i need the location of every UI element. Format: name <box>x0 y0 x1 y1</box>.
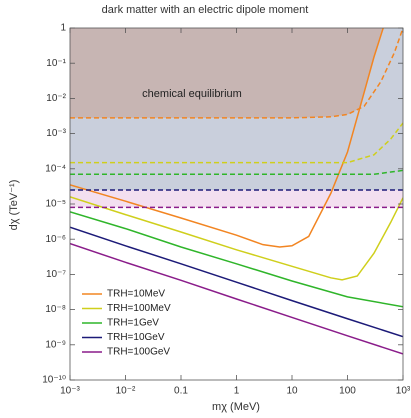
chart-title: dark matter with an electric dipole mome… <box>102 4 309 16</box>
legend-label: TRH=100GeV <box>107 347 170 358</box>
regions <box>70 28 403 208</box>
y-tick-label: 10⁻¹ <box>46 58 66 69</box>
x-tick-label: 10⁻³ <box>60 386 80 397</box>
y-axis-label: dχ (TeV⁻¹) <box>8 180 20 231</box>
y-tick-label: 10⁻⁷ <box>46 269 66 280</box>
region <box>70 189 403 208</box>
x-tick-label: 0.1 <box>174 386 188 397</box>
curve <box>70 242 403 355</box>
x-axis-label: mχ (MeV) <box>212 401 260 413</box>
x-tick-label: 10 <box>286 386 298 397</box>
annotation: chemical equilibrium <box>142 88 242 100</box>
y-tick-label: 10⁻¹⁰ <box>42 375 66 386</box>
x-tick-label: 10⁻² <box>116 386 136 397</box>
dashed-curve <box>70 28 403 119</box>
legend-label: TRH=10MeV <box>107 289 165 300</box>
y-tick-label: 1 <box>60 23 66 34</box>
region <box>70 28 384 118</box>
x-tick-label: 100 <box>339 386 356 397</box>
x-tick-label: 10³ <box>396 386 411 397</box>
curves <box>70 28 403 355</box>
curve <box>70 196 403 281</box>
y-tick-label: 10⁻⁶ <box>45 234 66 245</box>
y-tick-label: 10⁻⁵ <box>45 199 66 210</box>
curve <box>70 211 403 308</box>
legend-label: TRH=100MeV <box>107 303 171 314</box>
y-tick-label: 10⁻³ <box>46 128 66 139</box>
y-tick-label: 10⁻⁸ <box>45 304 66 315</box>
y-tick-label: 10⁻² <box>46 93 66 104</box>
dashed-curve <box>70 169 403 175</box>
legend-label: TRH=10GeV <box>107 332 165 343</box>
y-tick-label: 10⁻⁴ <box>45 163 66 174</box>
legend-label: TRH=1GeV <box>107 318 159 329</box>
dashed-curve <box>70 122 403 164</box>
curve <box>70 28 384 248</box>
curve <box>70 226 403 338</box>
x-tick-label: 1 <box>234 386 240 397</box>
y-tick-label: 10⁻⁹ <box>45 339 66 350</box>
